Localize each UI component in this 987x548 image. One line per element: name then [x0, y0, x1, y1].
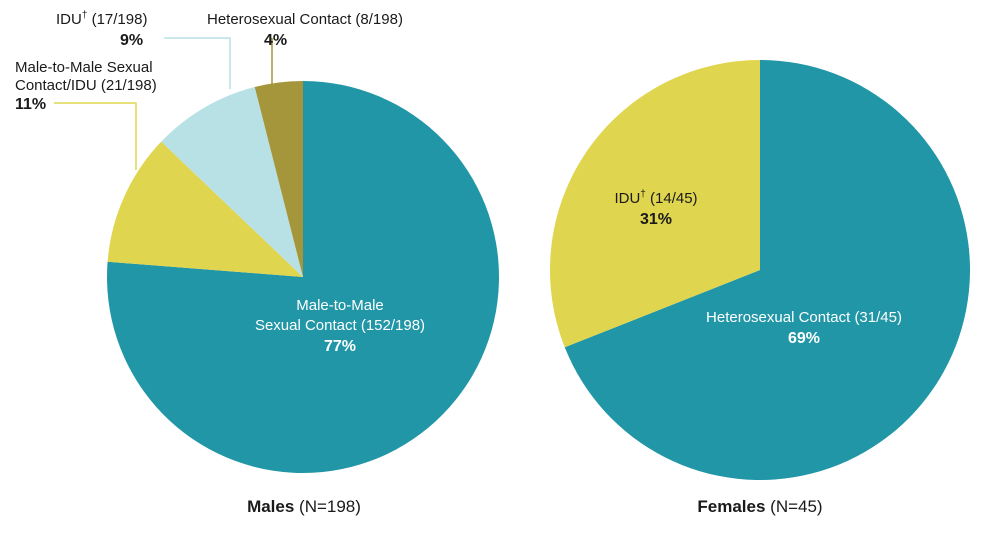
- pie-females: [550, 60, 971, 480]
- males-slice-0: [106, 81, 499, 474]
- males-mmidu-label-line2: Contact/IDU (21/198): [15, 77, 157, 94]
- females-idu-label: IDU† (14/45): [614, 189, 697, 207]
- idu-callout-line: [164, 37, 231, 89]
- males-caption: Males (N=198): [247, 497, 361, 516]
- females-slice-0: [564, 60, 971, 480]
- males-slice-1: [107, 141, 303, 277]
- males-idu-label: IDU† (17/198): [56, 10, 147, 28]
- females-idu-pct: 31%: [640, 211, 672, 228]
- females-het-label: Heterosexual Contact (31/45): [706, 309, 902, 326]
- females-het-pct: 69%: [788, 330, 820, 347]
- males-slice-2: [161, 87, 303, 278]
- males-slice-3: [254, 81, 303, 277]
- pie-males: [106, 81, 499, 474]
- females-slice-1: [550, 60, 760, 348]
- males-mm-label-line2: Sexual Contact (152/198): [255, 317, 425, 334]
- mmidu-callout-line: [54, 102, 137, 170]
- females-caption: Females (N=45): [697, 497, 822, 516]
- males-mmidu-pct: 11%: [15, 96, 46, 113]
- males-mm-pct: 77%: [324, 338, 356, 355]
- males-het-label: Heterosexual Contact (8/198): [207, 11, 403, 28]
- males-het-pct: 4%: [264, 32, 287, 49]
- males-mm-label-line1: Male-to-Male: [296, 297, 384, 314]
- males-idu-pct: 9%: [120, 32, 143, 49]
- males-mmidu-label-line1: Male-to-Male Sexual: [15, 59, 153, 76]
